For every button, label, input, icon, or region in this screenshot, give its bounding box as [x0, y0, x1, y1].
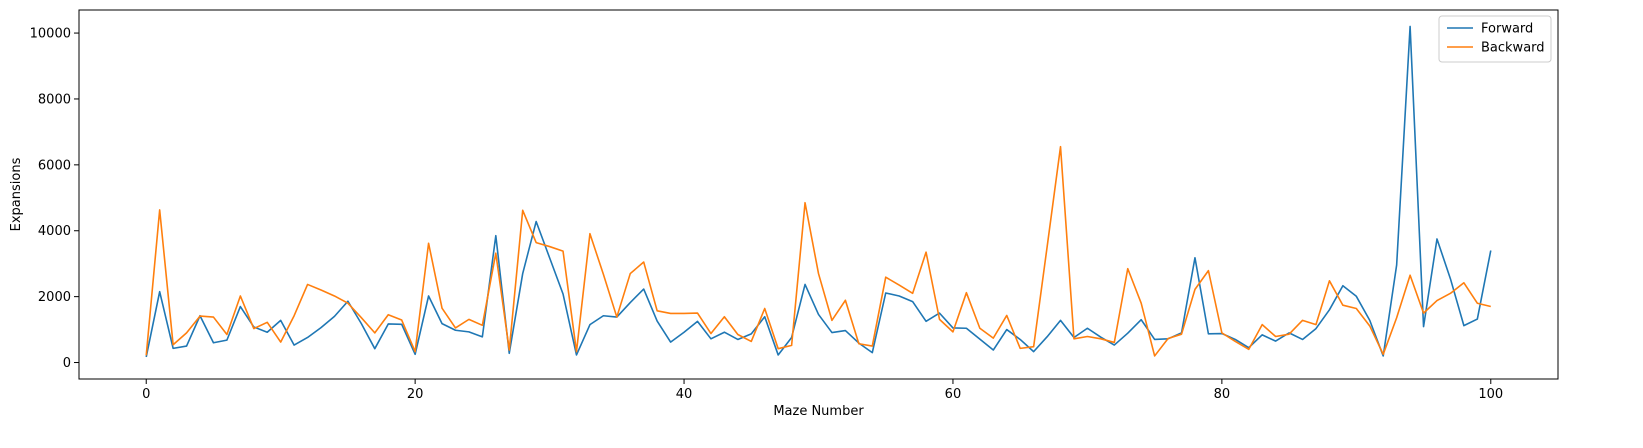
y-tick-label: 0 [63, 356, 71, 371]
x-tick-label: 100 [1478, 387, 1503, 402]
legend-label-forward: Forward [1481, 22, 1533, 37]
x-axis-title: Maze Number [773, 404, 864, 419]
y-tick-label: 4000 [38, 224, 71, 239]
x-tick-label: 20 [407, 387, 424, 402]
plot-frame [78, 9, 1559, 380]
legend-label-backward: Backward [1481, 41, 1545, 56]
x-axis: 0 20 40 60 80 100 [142, 379, 1503, 402]
series-line-backward [145, 145, 1491, 357]
y-tick-label: 6000 [38, 158, 71, 173]
x-tick-label: 40 [676, 387, 693, 402]
y-tick-label: 10000 [30, 27, 71, 42]
y-tick-label: 8000 [38, 92, 71, 107]
y-axis: 0 2000 4000 6000 8000 10000 [30, 27, 79, 371]
x-tick-label: 80 [1214, 387, 1231, 402]
series-line-forward [145, 25, 1492, 358]
y-tick-label: 2000 [38, 290, 71, 305]
x-tick-label: 60 [945, 387, 962, 402]
series-layer [145, 25, 1492, 358]
x-tick-label: 0 [142, 387, 150, 402]
legend: Forward Backward [1438, 15, 1552, 63]
y-axis-title: Expansions [9, 157, 24, 231]
